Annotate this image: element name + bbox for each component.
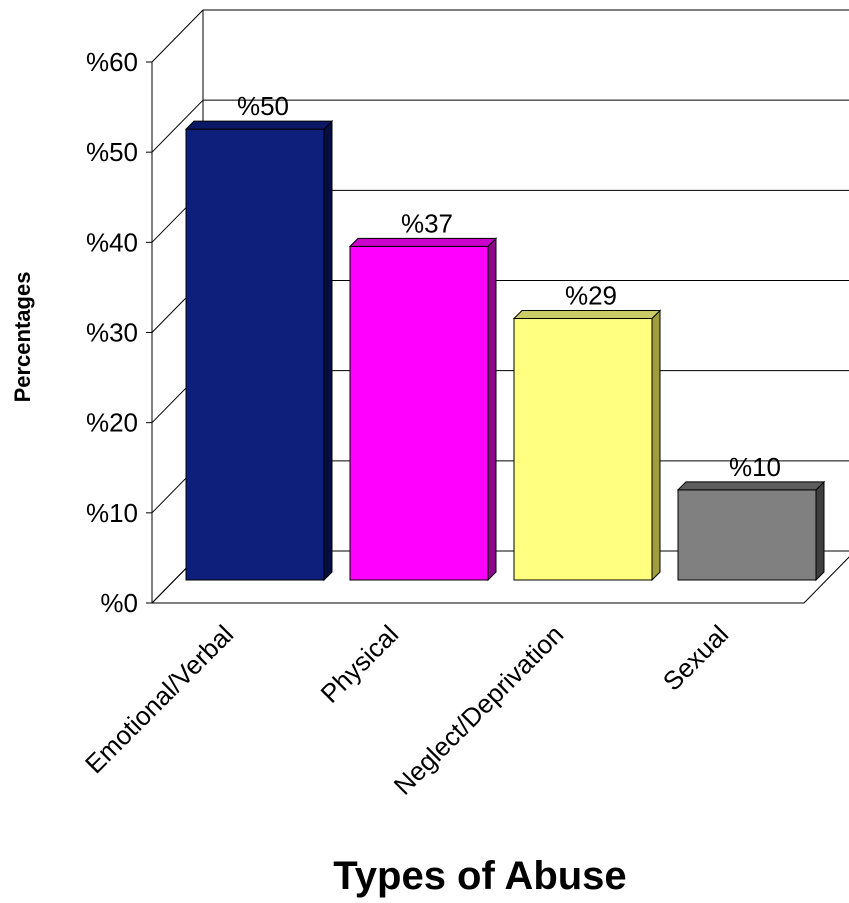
x-tick-label: Physical <box>315 619 405 709</box>
bar-side <box>323 119 333 582</box>
gridline-side <box>151 9 204 63</box>
y-tick-label: %0 <box>100 588 138 618</box>
y-tick-label: %30 <box>86 318 138 348</box>
bar-front <box>349 245 489 581</box>
bar-front <box>185 128 325 581</box>
bar-side <box>487 237 497 582</box>
data-label: %50 <box>237 91 289 121</box>
bar-top <box>348 237 498 247</box>
bar <box>348 237 498 582</box>
x-tick-label: Neglect/Deprivation <box>388 619 570 801</box>
bar-front <box>677 489 817 581</box>
y-tick-label: %10 <box>86 498 138 528</box>
bar <box>676 480 826 582</box>
y-tick-label: %20 <box>86 408 138 438</box>
data-label: %37 <box>401 208 453 238</box>
x-tick-labels: Emotional/Verbal PhysicalNeglect/Deprivat… <box>79 619 734 801</box>
x-tick-label: Sexual <box>657 619 734 696</box>
bar-front <box>513 318 653 581</box>
bars <box>184 119 826 582</box>
bar-side <box>815 480 825 582</box>
bar-side <box>651 309 661 582</box>
bar <box>184 119 334 582</box>
x-tick-label: Emotional/Verbal <box>79 619 239 779</box>
x-axis-label: Types of Abuse <box>333 854 626 898</box>
y-tick-label: %60 <box>86 47 138 77</box>
bar-top <box>512 310 662 320</box>
data-label: %29 <box>565 281 617 311</box>
bar <box>512 309 662 582</box>
y-tick-labels: %0 %10 %20 %30 %40 %50 %60 <box>86 47 138 618</box>
data-label: %10 <box>729 452 781 482</box>
bar-top <box>676 481 826 491</box>
data-labels: %50 %37 %29 %10 <box>237 91 781 482</box>
gridline-side <box>151 99 204 153</box>
y-tick-label: %50 <box>86 137 138 167</box>
y-tick-label: %40 <box>86 227 138 257</box>
bar-top <box>184 120 334 130</box>
y-axis-label: Percentages <box>10 272 35 403</box>
